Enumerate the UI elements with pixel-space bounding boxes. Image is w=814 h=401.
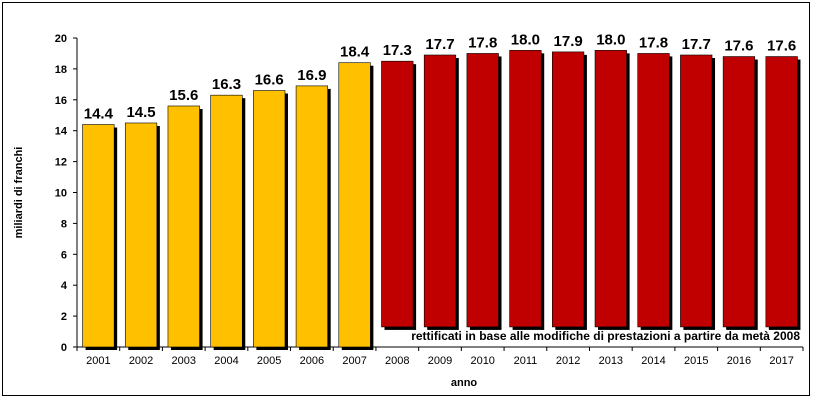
x-tick-label-2013: 2013 <box>599 355 623 367</box>
x-tick-label-2009: 2009 <box>428 355 452 367</box>
value-label-2014: 17.8 <box>639 34 668 51</box>
value-label-2005: 16.6 <box>255 72 284 89</box>
value-label-2006: 16.9 <box>297 67 326 84</box>
value-label-2012: 17.9 <box>554 33 583 50</box>
y-tick-label: 8 <box>61 218 67 230</box>
x-tick-label-2010: 2010 <box>470 355 494 367</box>
bar-2004 <box>210 94 243 348</box>
bar-2015 <box>680 54 713 328</box>
y-tick-label: 2 <box>61 311 67 323</box>
x-tick-label-2005: 2005 <box>257 355 281 367</box>
y-tick-label: 10 <box>55 188 67 200</box>
x-tick-label-2016: 2016 <box>727 355 751 367</box>
x-axis-label: anno <box>451 377 478 389</box>
bar-2002 <box>124 122 158 348</box>
x-tick-label-2008: 2008 <box>385 355 409 367</box>
bar-2005 <box>253 90 286 348</box>
x-tick-label-2012: 2012 <box>556 355 580 367</box>
x-tick-label-2015: 2015 <box>684 355 708 367</box>
value-label-2002: 14.5 <box>126 104 155 121</box>
bars <box>82 50 801 351</box>
value-label-2003: 15.6 <box>169 87 198 104</box>
bar-2017 <box>765 56 798 328</box>
y-tick-label: 16 <box>55 95 67 107</box>
y-tick-label: 14 <box>55 126 68 138</box>
bar-2014 <box>637 53 670 328</box>
value-label-2009: 17.7 <box>425 36 454 53</box>
value-label-2013: 18.0 <box>596 31 625 48</box>
x-tick-label-2003: 2003 <box>172 355 196 367</box>
value-label-2007: 18.4 <box>340 44 370 61</box>
value-label-2008: 17.3 <box>383 42 412 59</box>
bar-2007 <box>338 62 371 348</box>
y-tick-label: 18 <box>55 64 67 76</box>
x-tick-label-2006: 2006 <box>300 355 324 367</box>
x-tick-label-2004: 2004 <box>214 355 238 367</box>
value-label-2010: 17.8 <box>468 34 497 51</box>
x-tick-label-2002: 2002 <box>129 355 153 367</box>
y-tick-label: 0 <box>61 342 67 354</box>
bar-2013 <box>594 50 627 328</box>
bar-2016 <box>722 56 756 328</box>
bar-2010 <box>466 53 499 328</box>
bar-2001 <box>82 124 115 348</box>
x-tick-label-2007: 2007 <box>342 355 366 367</box>
bar-2012 <box>552 51 585 328</box>
value-label-2011: 18.0 <box>511 31 540 48</box>
y-tick-label: 4 <box>61 280 68 292</box>
x-tick-label-2014: 2014 <box>641 355 665 367</box>
x-tick-label-2001: 2001 <box>86 355 110 367</box>
value-label-2015: 17.7 <box>682 36 711 53</box>
y-tick-label: 20 <box>55 33 67 45</box>
value-label-2016: 17.6 <box>724 38 753 55</box>
value-label-2004: 16.3 <box>212 76 241 93</box>
bar-2006 <box>295 85 328 348</box>
value-labels: 14.4 2001 14.5 2002 15.6 2003 16.3 2004 16.6 2005… <box>84 31 796 367</box>
y-tick-label: 12 <box>55 157 67 169</box>
y-axis-label: miliardi di franchi <box>13 147 25 239</box>
y-tick-label: 6 <box>61 249 67 261</box>
bar-2011 <box>509 50 542 328</box>
value-label-2017: 17.6 <box>767 38 796 55</box>
x-tick-label-2011: 2011 <box>514 355 538 367</box>
bar-2003 <box>167 105 200 348</box>
bar-2009 <box>423 54 457 328</box>
annotation-text: rettificati in base alle modifiche di pr… <box>411 329 800 343</box>
value-label-2001: 14.4 <box>84 106 114 123</box>
bar-2008 <box>381 60 414 328</box>
x-tick-label-2017: 2017 <box>769 355 793 367</box>
